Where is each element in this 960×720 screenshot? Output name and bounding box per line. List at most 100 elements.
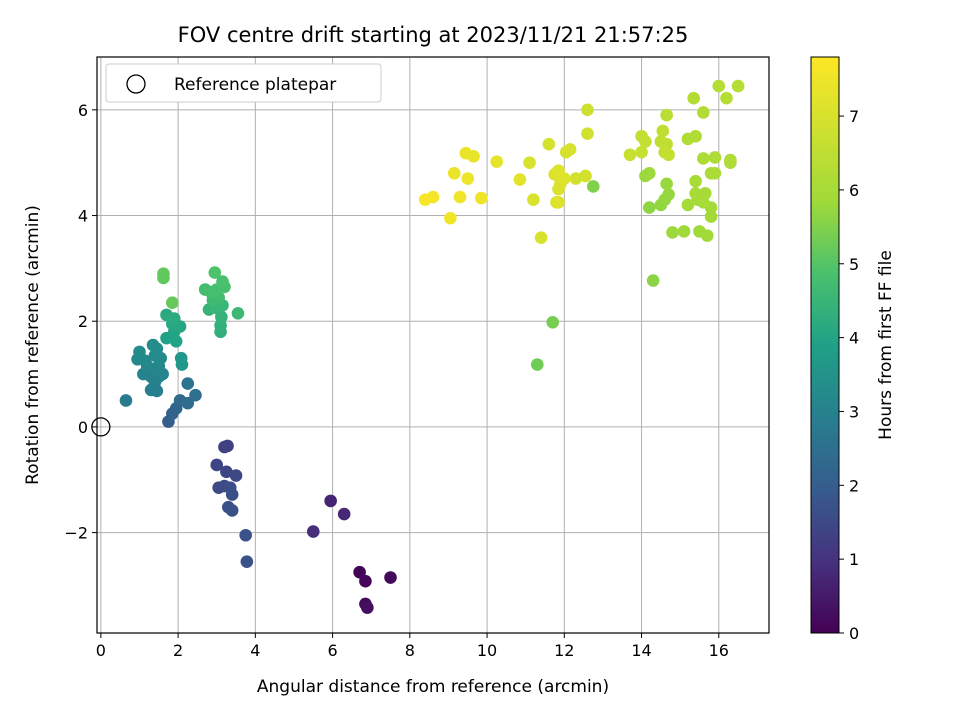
colorbar-gradient <box>810 56 840 634</box>
data-point <box>324 494 337 508</box>
data-point <box>579 169 592 183</box>
legend: Reference platepar <box>105 63 382 103</box>
data-point <box>167 312 181 325</box>
data-point <box>459 146 473 160</box>
data-point <box>646 274 660 287</box>
data-point <box>581 103 594 117</box>
data-point <box>119 394 133 407</box>
data-point <box>220 465 233 479</box>
x-tick-label: 6 <box>327 641 337 660</box>
data-point <box>724 156 737 169</box>
x-tick-label: 8 <box>405 641 415 660</box>
data-point <box>689 187 702 200</box>
data-point <box>712 79 726 93</box>
data-point <box>677 225 691 238</box>
colorbar-tick-label: 2 <box>849 476 859 495</box>
data-point <box>453 190 467 204</box>
plot-frame <box>96 56 770 634</box>
data-point <box>660 108 673 122</box>
data-point <box>150 342 164 355</box>
grid-lines <box>97 57 769 633</box>
data-point <box>418 193 432 206</box>
x-tick-label: 12 <box>554 641 574 660</box>
data-point <box>698 187 712 200</box>
y-axis-label: Rotation from reference (arcmin) <box>23 205 43 485</box>
data-point <box>708 166 722 180</box>
data-point <box>225 488 239 501</box>
data-point <box>361 601 374 614</box>
data-point <box>229 469 243 482</box>
data-point <box>210 458 224 472</box>
data-point <box>221 439 234 453</box>
data-point <box>523 156 536 169</box>
x-axis-label: Angular distance from reference (arcmin) <box>257 677 609 697</box>
data-point <box>216 275 229 288</box>
data-point <box>639 135 652 148</box>
data-point <box>157 267 170 280</box>
data-point <box>474 191 488 205</box>
colorbar: 0 1 2 3 4 5 6 7 Hours from first FF file <box>810 56 896 643</box>
data-point <box>635 145 648 159</box>
y-tick-label: 2 <box>78 312 88 331</box>
data-point <box>642 201 656 214</box>
data-point <box>447 166 461 180</box>
data-point <box>552 196 565 209</box>
data-point <box>563 143 577 156</box>
data-point <box>225 504 239 517</box>
data-point <box>662 188 675 201</box>
data-point <box>239 528 252 542</box>
data-point <box>461 172 475 185</box>
data-point <box>642 166 656 180</box>
data-point <box>623 148 637 162</box>
x-tick-label: 14 <box>631 641 651 660</box>
x-tick-label: 16 <box>709 641 729 660</box>
data-point <box>490 155 504 168</box>
data-point <box>133 345 146 359</box>
data-point <box>569 172 583 185</box>
data-point <box>231 306 245 320</box>
data-point <box>181 377 195 390</box>
reference-marker <box>91 417 111 437</box>
data-point <box>306 525 320 538</box>
data-points <box>119 79 745 614</box>
y-tick-label: −2 <box>64 524 88 543</box>
data-point <box>138 354 152 368</box>
x-tick-label: 4 <box>250 641 260 660</box>
data-point <box>181 396 195 410</box>
y-axis-ticks: −2 0 2 4 6 <box>64 101 97 543</box>
colorbar-tick-label: 4 <box>849 329 859 348</box>
data-point <box>697 106 710 119</box>
y-tick-label: 4 <box>78 207 88 226</box>
x-tick-label: 2 <box>173 641 183 660</box>
data-point <box>689 174 702 188</box>
colorbar-ticks: 0 1 2 3 4 5 6 7 <box>839 107 859 643</box>
data-point <box>586 180 600 193</box>
data-point <box>660 177 673 191</box>
colorbar-tick-label: 5 <box>849 255 859 274</box>
colorbar-tick-label: 6 <box>849 181 859 200</box>
data-point <box>166 296 179 310</box>
legend-entry-label: Reference platepar <box>174 75 336 95</box>
data-point <box>208 266 222 279</box>
x-tick-label: 10 <box>477 641 497 660</box>
data-point <box>534 231 548 245</box>
data-point <box>513 173 527 186</box>
data-point <box>175 358 189 371</box>
colorbar-tick-label: 7 <box>849 107 859 126</box>
colorbar-tick-label: 0 <box>849 624 859 643</box>
data-point <box>662 148 675 162</box>
legend-hollow-circle-icon <box>126 74 146 94</box>
data-point <box>731 79 745 93</box>
x-axis-ticks: 0 2 4 6 8 10 12 14 16 <box>96 633 729 660</box>
data-point <box>530 358 544 371</box>
colorbar-label: Hours from first FF file <box>876 250 896 440</box>
data-point <box>666 226 679 239</box>
data-point <box>681 198 695 212</box>
data-point <box>542 137 556 151</box>
data-point <box>353 565 366 579</box>
data-point <box>337 507 351 521</box>
data-point <box>656 124 670 138</box>
chart-title: FOV centre drift starting at 2023/11/21 … <box>178 23 689 47</box>
data-point <box>527 193 540 206</box>
